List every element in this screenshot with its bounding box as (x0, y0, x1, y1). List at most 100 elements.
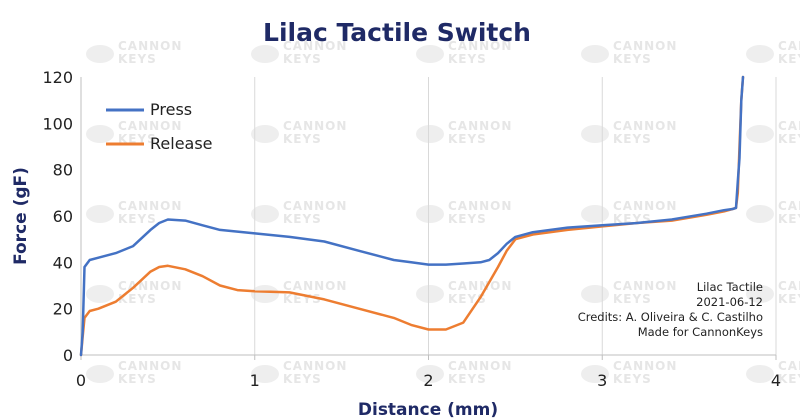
watermark-logo (746, 285, 774, 303)
watermark-text: KEYS (778, 132, 800, 146)
y-tick-label: 0 (63, 346, 73, 365)
watermark-text: KEYS (283, 52, 322, 66)
watermark-text: KEYS (613, 372, 652, 386)
watermark-logo (581, 45, 609, 63)
watermark-text: CANNON (448, 359, 512, 373)
watermark-logo (746, 125, 774, 143)
watermark-text: CANNON (118, 199, 182, 213)
watermark-logo (416, 285, 444, 303)
watermark-logo (86, 365, 114, 383)
watermark-text: CANNON (613, 279, 677, 293)
watermark-text: CANNON (283, 279, 347, 293)
x-tick-label: 3 (597, 371, 607, 390)
annotation-line: 2021-06-12 (696, 295, 763, 309)
watermark-text: CANNON (448, 39, 512, 53)
y-tick-label: 80 (53, 161, 73, 180)
watermark-text: CANNON (613, 39, 677, 53)
watermark-text: CANNON (778, 119, 800, 133)
watermark-text: CANNON (448, 199, 512, 213)
watermark-text: KEYS (778, 292, 800, 306)
watermark-text: CANNON (778, 39, 800, 53)
watermark-text: KEYS (118, 212, 157, 226)
x-tick-label: 4 (771, 371, 781, 390)
watermark-logo (86, 285, 114, 303)
watermark-text: KEYS (448, 212, 487, 226)
watermark-text: CANNON (118, 279, 182, 293)
y-tick-label: 40 (53, 253, 73, 272)
watermark-text: CANNON (448, 119, 512, 133)
watermark-text: KEYS (118, 292, 157, 306)
watermark-text: CANNON (613, 359, 677, 373)
watermark-text: KEYS (448, 52, 487, 66)
watermark-logo (746, 365, 774, 383)
watermark-logo (251, 45, 279, 63)
watermark-text: CANNON (283, 39, 347, 53)
watermark-text: KEYS (283, 132, 322, 146)
watermark-layer: CANNONKEYSCANNONKEYSCANNONKEYSCANNONKEYS… (86, 39, 800, 386)
y-tick-label: 60 (53, 207, 73, 226)
legend-label-press: Press (150, 100, 192, 119)
watermark-text: KEYS (283, 292, 322, 306)
x-tick-label: 1 (250, 371, 260, 390)
watermark-logo (416, 45, 444, 63)
watermark-logo (86, 45, 114, 63)
watermark-logo (581, 205, 609, 223)
watermark-logo (416, 205, 444, 223)
watermark-logo (251, 125, 279, 143)
axes: 0 20 40 60 80 100 120 0 1 2 3 4 (42, 68, 781, 390)
watermark-logo (86, 125, 114, 143)
watermark-text: CANNON (283, 359, 347, 373)
watermark-text: KEYS (613, 52, 652, 66)
y-tick-label: 20 (53, 300, 73, 319)
watermark-text: KEYS (613, 132, 652, 146)
watermark-text: KEYS (283, 212, 322, 226)
watermark-text: CANNON (778, 199, 800, 213)
annotation-box: Lilac Tactile 2021-06-12 Credits: A. Oli… (578, 280, 763, 339)
y-axis-label: Force (gF) (11, 167, 31, 265)
watermark-logo (581, 285, 609, 303)
watermark-text: KEYS (118, 52, 157, 66)
chart-title: Lilac Tactile Switch (263, 18, 531, 47)
annotation-line: Credits: A. Oliveira & C. Castilho (578, 310, 763, 324)
annotation-line: Lilac Tactile (697, 280, 763, 294)
watermark-logo (746, 205, 774, 223)
watermark-logo (86, 205, 114, 223)
x-tick-label: 2 (423, 371, 433, 390)
watermark-logo (251, 285, 279, 303)
watermark-text: CANNON (613, 119, 677, 133)
watermark-text: KEYS (448, 372, 487, 386)
watermark-text: KEYS (778, 212, 800, 226)
watermark-text: KEYS (778, 372, 800, 386)
x-tick-label: 0 (76, 371, 86, 390)
legend: Press Release (106, 100, 213, 153)
series-line-press (79, 75, 745, 357)
watermark-text: KEYS (283, 372, 322, 386)
watermark-text: CANNON (778, 279, 800, 293)
annotation-line: Made for CannonKeys (638, 325, 763, 339)
watermark-logo (251, 205, 279, 223)
watermark-logo (581, 365, 609, 383)
watermark-text: CANNON (283, 119, 347, 133)
watermark-logo (416, 125, 444, 143)
y-tick-label: 120 (42, 68, 73, 87)
watermark-text: CANNON (118, 119, 182, 133)
watermark-text: CANNON (778, 359, 800, 373)
watermark-text: CANNON (283, 199, 347, 213)
grid-lines (254, 77, 777, 355)
series-layer (79, 75, 745, 357)
x-axis-label: Distance (mm) (358, 400, 498, 420)
watermark-text: CANNON (613, 199, 677, 213)
watermark-text: CANNON (448, 279, 512, 293)
watermark-logo (746, 45, 774, 63)
y-tick-label: 100 (42, 114, 73, 133)
watermark-text: KEYS (118, 372, 157, 386)
watermark-text: KEYS (778, 52, 800, 66)
watermark-text: KEYS (613, 292, 652, 306)
watermark-text: CANNON (118, 39, 182, 53)
legend-label-release: Release (150, 134, 213, 153)
watermark-logo (581, 125, 609, 143)
watermark-logo (251, 365, 279, 383)
watermark-text: KEYS (448, 132, 487, 146)
watermark-text: CANNON (118, 359, 182, 373)
